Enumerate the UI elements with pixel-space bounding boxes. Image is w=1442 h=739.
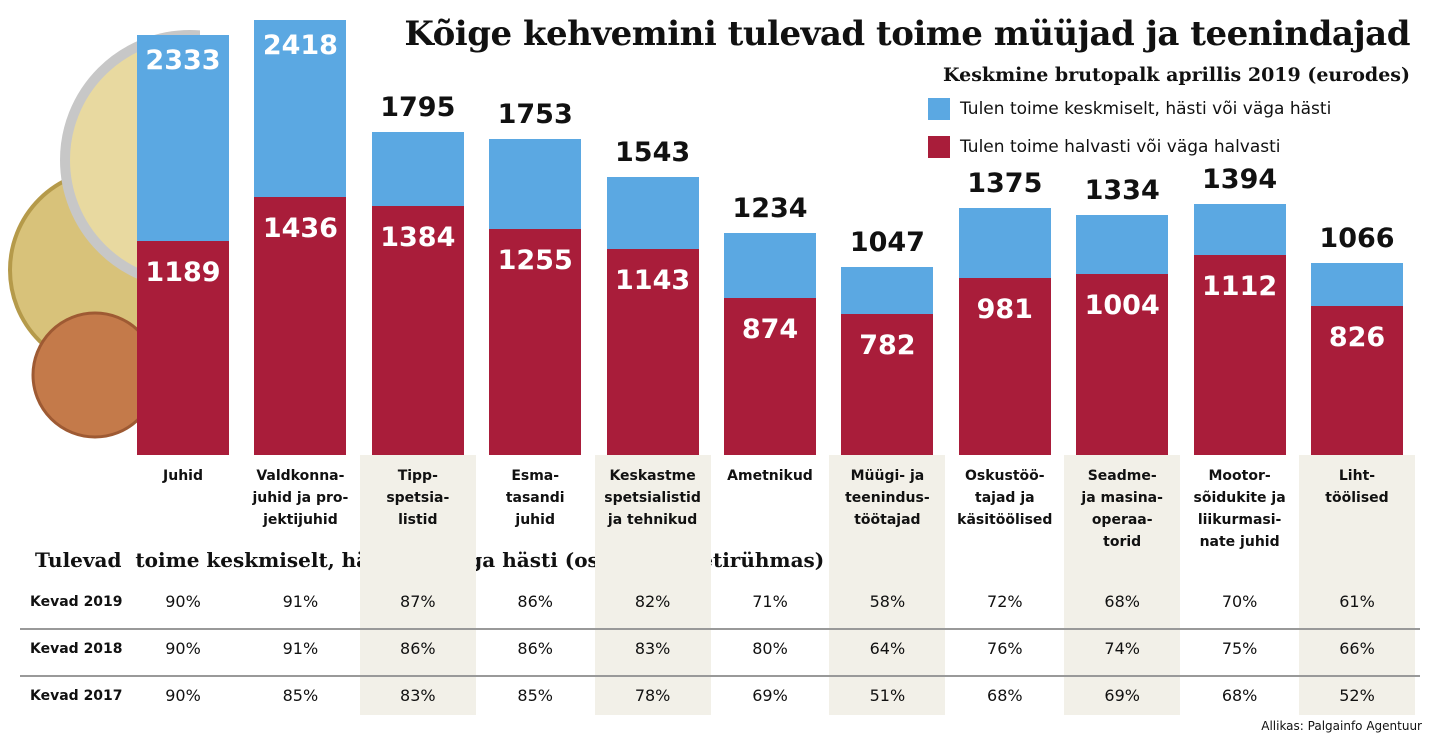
value-label: 1436	[262, 212, 338, 244]
value-label: 1143	[615, 265, 691, 297]
source: Allikas: Palgainfo Agentuur	[1261, 719, 1422, 733]
table-cell: 66%	[1339, 639, 1375, 658]
table-cell: 51%	[869, 686, 906, 705]
table-cell: 80%	[752, 639, 788, 658]
table-cell: 71%	[752, 592, 788, 611]
table-cell: 90%	[165, 686, 201, 705]
row-divider	[20, 628, 1420, 630]
bar	[958, 278, 1051, 455]
column-shade	[1299, 455, 1415, 715]
bar	[1193, 254, 1286, 455]
table-cell: 68%	[1221, 686, 1258, 705]
chart-subtitle: Keskmine brutopalk aprillis 2019 (eurode…	[943, 64, 1410, 86]
table-cell: 75%	[1221, 639, 1258, 658]
table-cell: 82%	[634, 592, 671, 611]
table-cell: 52%	[1339, 686, 1375, 705]
bar	[606, 249, 699, 455]
bar	[1076, 274, 1169, 455]
x-tick-label: Liht- töölised	[1325, 468, 1389, 506]
x-tick-label: Esma- tasandi juhid	[505, 468, 565, 528]
value-label: 782	[859, 330, 916, 362]
bar	[841, 314, 934, 455]
x-tick-label: Valdkonna- juhid ja pro- jektijuhid	[252, 468, 349, 528]
table-cell: 85%	[517, 686, 553, 705]
value-label: 1543	[615, 137, 691, 169]
chart-title: Kõige kehvemini tulevad toime müüjad ja …	[404, 14, 1410, 54]
legend-label: Tulen toime halvasti või väga halvasti	[960, 137, 1281, 157]
value-label: 874	[741, 313, 799, 345]
x-tick-label: Seadme- ja masina- operaa- torid	[1081, 468, 1163, 550]
table-cell: 83%	[400, 686, 436, 705]
column-shade	[829, 455, 946, 715]
x-tick-label: Müügi- ja teenindus- töötajad	[845, 468, 930, 528]
bar	[1311, 306, 1403, 455]
table-cell: 91%	[282, 592, 319, 611]
legend-label: Tulen toime keskmiselt, hästi või väga h…	[960, 99, 1332, 119]
value-label: 2418	[262, 29, 338, 61]
table-cell: 76%	[987, 639, 1023, 658]
row-divider	[20, 675, 1420, 677]
value-label: 1255	[497, 245, 573, 277]
value-label: 1795	[380, 91, 456, 123]
row-label: Kevad 2017	[30, 688, 123, 704]
value-label: 1384	[380, 221, 456, 253]
bar	[254, 196, 347, 455]
bar	[137, 240, 229, 455]
value-label: 1004	[1084, 290, 1160, 322]
x-tick-label: Juhid	[163, 468, 203, 484]
x-tick-label: Ametnikud	[727, 468, 813, 484]
x-tick-label: Keskastme spetsialistid ja tehnikud	[604, 468, 701, 528]
value-label: 981	[976, 294, 1033, 326]
table-cell: 69%	[1104, 686, 1140, 705]
table-cell: 87%	[400, 592, 436, 611]
column-shade	[594, 455, 711, 715]
value-label: 826	[1328, 322, 1386, 354]
table-cell: 90%	[165, 639, 201, 658]
bar	[371, 205, 464, 455]
bar	[489, 229, 582, 455]
column-shade	[359, 455, 476, 715]
table-cell: 86%	[400, 639, 436, 658]
table-cell: 72%	[987, 592, 1023, 611]
table-cell: 61%	[1339, 592, 1375, 611]
value-label: 1234	[732, 192, 808, 224]
value-label: 1047	[849, 226, 925, 258]
value-label: 1753	[497, 99, 573, 131]
table-cell: 68%	[987, 686, 1023, 705]
table-cell: 70%	[1221, 592, 1258, 611]
legend-swatch	[928, 136, 950, 158]
value-label: 1066	[1319, 223, 1395, 255]
row-label: Kevad 2018	[30, 641, 123, 657]
value-label: 1334	[1084, 174, 1160, 206]
table-cell: 58%	[869, 592, 906, 611]
bar	[724, 297, 816, 455]
table-cell: 86%	[517, 592, 553, 611]
x-tick-label: Tipp- spetsia- listid	[386, 468, 450, 528]
x-tick-label: Mootor- sõidukite ja liikurmasi- nate ju…	[1193, 468, 1286, 550]
table-cell: 86%	[517, 639, 553, 658]
legend-swatch	[928, 98, 950, 120]
table-cell: 74%	[1104, 639, 1140, 658]
table-cell: 68%	[1104, 592, 1140, 611]
table-cell: 91%	[282, 639, 319, 658]
table-cell: 69%	[752, 686, 788, 705]
value-label: 2333	[145, 45, 221, 77]
value-label: 1394	[1202, 164, 1278, 196]
column-shade	[1064, 455, 1181, 715]
value-label: 1112	[1202, 270, 1278, 302]
table-cell: 90%	[165, 592, 201, 611]
table-cell: 64%	[869, 639, 906, 658]
value-label: 1189	[145, 256, 221, 288]
row-label: Kevad 2019	[30, 594, 123, 610]
value-label: 1375	[967, 167, 1043, 199]
table-cell: 85%	[282, 686, 319, 705]
table-cell: 78%	[634, 686, 671, 705]
table-cell: 83%	[634, 639, 671, 658]
x-tick-label: Oskustöö- tajad ja käsitöölised	[957, 468, 1053, 528]
